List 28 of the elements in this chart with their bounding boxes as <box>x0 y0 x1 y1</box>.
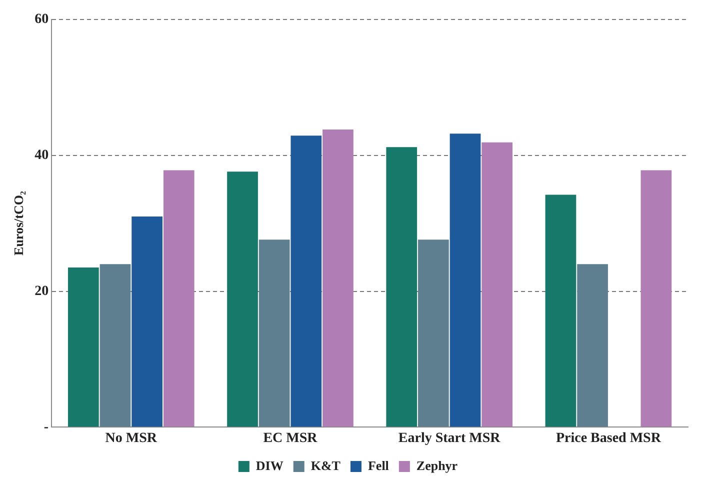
x-tick-label: Early Start MSR <box>398 431 502 446</box>
legend-label: K&T <box>310 458 341 473</box>
y-tick-label: 40 <box>34 148 49 163</box>
y-tick-label: 20 <box>34 284 49 299</box>
bar <box>418 240 449 427</box>
y-tick-label: - <box>44 420 49 435</box>
bar <box>545 194 576 427</box>
bar <box>322 130 354 427</box>
bar <box>577 264 608 427</box>
legend-label: Zephyr <box>416 458 458 473</box>
legend-label: Fell <box>368 458 390 473</box>
bar <box>450 134 481 427</box>
y-axis-title: Euros/tCO₂ <box>11 191 26 256</box>
bar <box>100 264 131 427</box>
y-tick-label: 60 <box>34 12 49 28</box>
x-tick-label: No MSR <box>105 431 158 446</box>
legend-label: DIW <box>256 458 284 473</box>
bar <box>640 170 672 427</box>
bar <box>258 240 290 427</box>
x-tick-label: EC MSR <box>263 431 318 446</box>
bar <box>68 267 99 427</box>
bar <box>482 142 513 427</box>
bar <box>386 147 418 427</box>
bar <box>290 136 322 427</box>
x-tick-label: Price Based MSR <box>556 431 662 446</box>
bar <box>227 172 258 427</box>
bar <box>163 170 194 427</box>
bar <box>132 216 162 427</box>
